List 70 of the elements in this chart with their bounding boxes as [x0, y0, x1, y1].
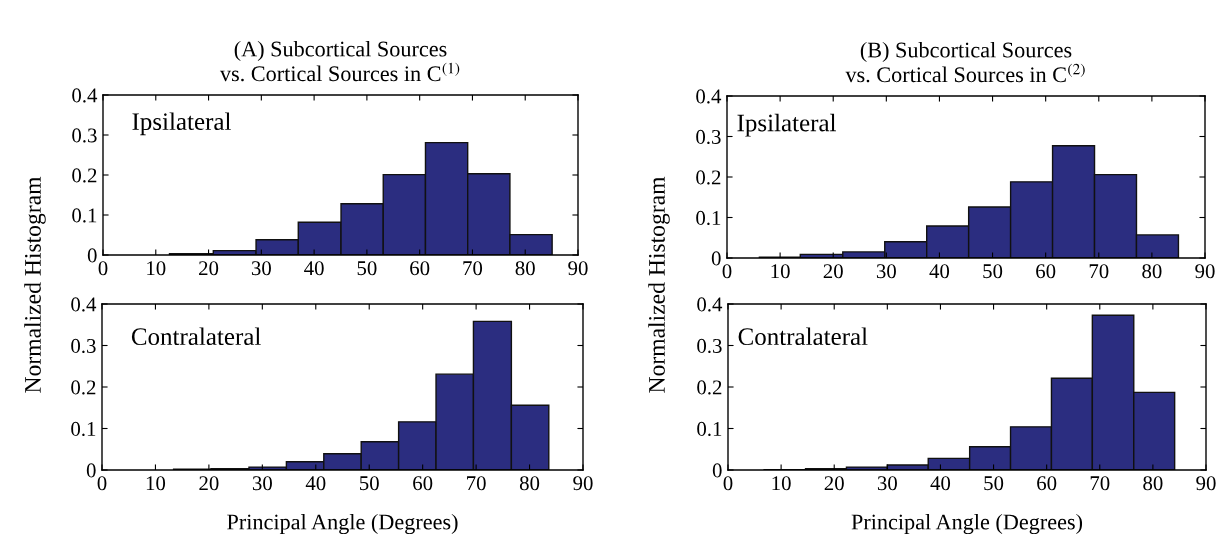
y-tick-label: 0.1 — [696, 210, 721, 226]
x-tick-label: 0 — [98, 261, 108, 276]
x-tick-label: 10 — [146, 476, 166, 491]
x-tick-label: 0 — [97, 476, 107, 491]
x-tick-label: 90 — [573, 476, 593, 491]
x-tick-label: 70 — [467, 476, 486, 491]
y-tick-label: 0.4 — [696, 89, 722, 104]
x-tick-label: 20 — [823, 264, 843, 279]
annotation: Ipsilateral — [737, 113, 837, 137]
x-tick-label: 10 — [772, 476, 791, 491]
x-tick-label: 50 — [983, 264, 1003, 279]
x-tick-label: 0 — [722, 264, 732, 279]
x-tick-label: 20 — [824, 476, 844, 491]
y-tick-label: 0 — [712, 463, 722, 478]
x-tick-label: 90 — [1195, 264, 1215, 279]
x-tick-label: 0 — [723, 476, 733, 491]
y-axis-title: Normalized Histogram — [648, 176, 670, 393]
chart-title: (B) Subcortical Sources vs. Cortical Sources in C$^{(2)}$ — [845, 41, 1085, 83]
x-tick-label: 40 — [304, 261, 324, 276]
y-tick-label: 0.3 — [71, 338, 96, 354]
x-tick-label: 80 — [519, 476, 540, 491]
y-tick-label: 0.3 — [72, 128, 97, 143]
x-tick-label: 90 — [568, 261, 588, 276]
x-tick-label: 70 — [463, 261, 483, 276]
x-tick-label: 50 — [984, 476, 1004, 491]
x-tick-label: 80 — [515, 261, 535, 276]
x-tick-label: 20 — [199, 476, 219, 491]
x-tick-label: 60 — [410, 261, 430, 276]
y-tick-label: 0 — [86, 463, 96, 478]
x-tick-label: 40 — [929, 264, 950, 279]
y-tick-label: 0.4 — [72, 88, 98, 103]
chart-title: (A) Subcortical Sources vs. Cortical Sources in C$^{(1)}$ — [219, 40, 460, 82]
x-tick-label: 30 — [251, 261, 271, 276]
y-tick-label: 0 — [87, 248, 97, 263]
x-tick-label: 40 — [305, 476, 326, 491]
x-tick-label: 10 — [147, 261, 166, 276]
annotation: Ipsilateral — [132, 112, 231, 136]
x-tick-label: 60 — [1036, 264, 1056, 279]
x-tick-label: 90 — [1196, 476, 1216, 491]
y-tick-label: 0.2 — [71, 380, 96, 395]
x-tick-label: 10 — [771, 264, 790, 279]
x-tick-label: 50 — [360, 476, 379, 491]
x-tick-label: 80 — [1143, 476, 1163, 491]
x-tick-label: 70 — [1089, 264, 1109, 279]
x-axis-title: Principal Angle (Degrees) — [227, 513, 458, 535]
x-tick-label: 30 — [876, 264, 896, 279]
x-tick-label: 80 — [1142, 264, 1162, 279]
y-tick-label: 0.1 — [72, 208, 97, 223]
x-tick-label: 20 — [199, 261, 219, 276]
y-tick-label: 0.3 — [697, 338, 722, 354]
x-tick-label: 60 — [1037, 476, 1057, 491]
y-tick-label: 0 — [711, 251, 721, 266]
y-tick-label: 0.3 — [696, 129, 721, 145]
y-tick-label: 0.2 — [72, 168, 97, 183]
annotation: Contralateral — [738, 327, 868, 346]
y-tick-label: 0.4 — [697, 297, 723, 312]
x-tick-label: 40 — [930, 476, 951, 491]
y-tick-label: 0.2 — [697, 380, 722, 395]
y-tick-label: 0.1 — [697, 421, 722, 437]
y-tick-label: 0.4 — [71, 297, 97, 312]
x-tick-label: 30 — [877, 476, 897, 491]
x-tick-label: 30 — [252, 476, 272, 491]
x-tick-label: 70 — [1090, 476, 1110, 491]
annotation: Contralateral — [131, 327, 261, 346]
y-axis-title: Normalized Histogram — [24, 176, 46, 393]
x-tick-label: 50 — [357, 261, 377, 276]
x-axis-title: Principal Angle (Degrees) — [851, 513, 1083, 535]
x-tick-label: 60 — [413, 476, 433, 491]
y-tick-label: 0.2 — [696, 170, 721, 185]
y-tick-label: 0.1 — [71, 421, 96, 437]
